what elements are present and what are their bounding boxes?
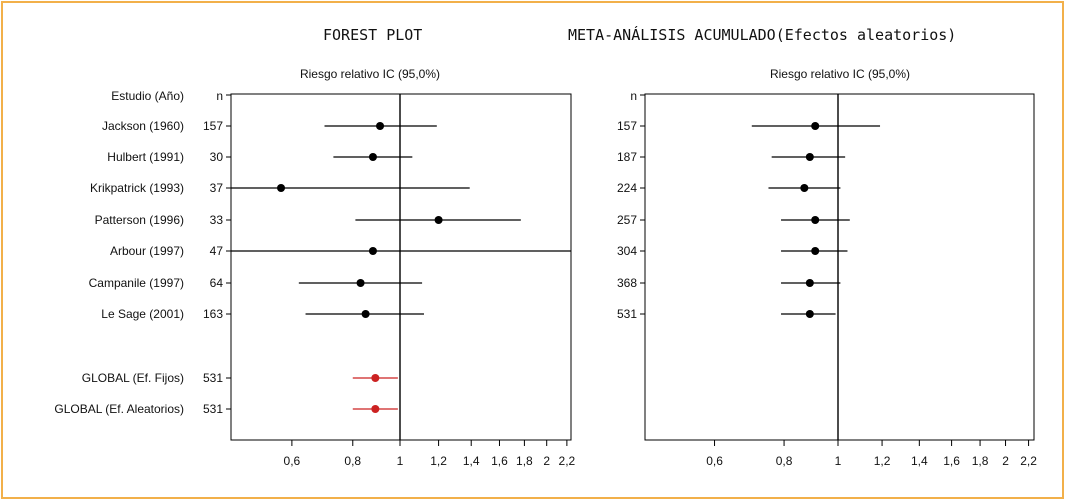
left-point-estimate xyxy=(356,279,365,287)
right-point-estimate xyxy=(811,247,820,255)
study-label: Krikpatrick (1993) xyxy=(90,181,184,195)
study-label: Le Sage (2001) xyxy=(101,307,184,321)
left-n-value: 47 xyxy=(210,244,224,258)
left-panel-title: FOREST PLOT xyxy=(323,26,423,44)
right-x-tick-label: 1,8 xyxy=(972,454,989,468)
left-x-tick-label: 0,6 xyxy=(284,454,301,468)
right-point-estimate xyxy=(811,216,820,224)
right-point-estimate xyxy=(805,310,814,318)
left-axis-title: Riesgo relativo IC (95,0%) xyxy=(300,67,440,81)
left-x-tick-label: 2,2 xyxy=(559,454,576,468)
right-x-tick-label: 1 xyxy=(835,454,842,468)
left-n-value: 163 xyxy=(203,307,223,321)
left-x-tick-label: 1 xyxy=(397,454,404,468)
left-plot-frame xyxy=(230,93,572,441)
right-n-value: 257 xyxy=(617,213,637,227)
right-n-value: 531 xyxy=(617,307,637,321)
study-label: Patterson (1996) xyxy=(95,213,184,227)
left-n-value: 531 xyxy=(203,402,223,416)
right-x-tick-label: 1,4 xyxy=(911,454,928,468)
study-label: Campanile (1997) xyxy=(89,276,184,290)
left-x-tick-label: 2 xyxy=(543,454,550,468)
left-n-value: 33 xyxy=(210,213,224,227)
left-point-estimate xyxy=(368,153,377,161)
left-n-value: 37 xyxy=(210,181,224,195)
right-n-value: 224 xyxy=(617,181,637,195)
left-point-estimate xyxy=(434,216,443,224)
right-x-tick-label: 2,2 xyxy=(1020,454,1037,468)
left-x-tick-label: 1,8 xyxy=(516,454,533,468)
left-x-tick-label: 1,2 xyxy=(430,454,447,468)
left-x-tick-label: 1,6 xyxy=(491,454,508,468)
left-x-tick-label: 1,4 xyxy=(463,454,480,468)
right-n-value: 304 xyxy=(617,244,637,258)
left-point-estimate xyxy=(376,122,385,130)
right-x-tick-label: 0,8 xyxy=(776,454,793,468)
right-x-tick-label: 0,6 xyxy=(706,454,723,468)
left-n-value: 531 xyxy=(203,371,223,385)
header-study-label: Estudio (Año) xyxy=(111,89,184,103)
left-point-estimate xyxy=(371,405,380,413)
study-label: Hulbert (1991) xyxy=(107,150,184,164)
study-label: Arbour (1997) xyxy=(110,244,184,258)
right-point-estimate xyxy=(800,184,809,192)
left-x-tick-label: 0,8 xyxy=(344,454,361,468)
left-header-n: n xyxy=(216,89,223,103)
left-n-value: 64 xyxy=(210,276,224,290)
left-n-value: 157 xyxy=(203,119,223,133)
right-n-value: 157 xyxy=(617,119,637,133)
right-panel-title: META-ANÁLISIS ACUMULADO(Efectos aleatori… xyxy=(568,26,957,44)
right-axis-title: Riesgo relativo IC (95,0%) xyxy=(770,67,910,81)
right-plot-frame xyxy=(644,93,1035,441)
right-n-value: 368 xyxy=(617,276,637,290)
study-label: GLOBAL (Ef. Fijos) xyxy=(82,371,184,385)
left-n-value: 30 xyxy=(210,150,224,164)
left-point-estimate xyxy=(361,310,370,318)
left-point-estimate xyxy=(277,184,286,192)
right-x-tick-label: 2 xyxy=(1002,454,1009,468)
left-point-estimate xyxy=(368,247,377,255)
left-point-estimate xyxy=(371,374,380,382)
study-label: GLOBAL (Ef. Aleatorios) xyxy=(54,402,184,416)
right-x-tick-label: 1,2 xyxy=(874,454,891,468)
right-point-estimate xyxy=(805,153,814,161)
right-point-estimate xyxy=(805,279,814,287)
right-n-value: 187 xyxy=(617,150,637,164)
right-x-tick-label: 1,6 xyxy=(943,454,960,468)
right-point-estimate xyxy=(811,122,820,130)
right-header-n: n xyxy=(630,89,637,103)
study-label: Jackson (1960) xyxy=(102,119,184,133)
